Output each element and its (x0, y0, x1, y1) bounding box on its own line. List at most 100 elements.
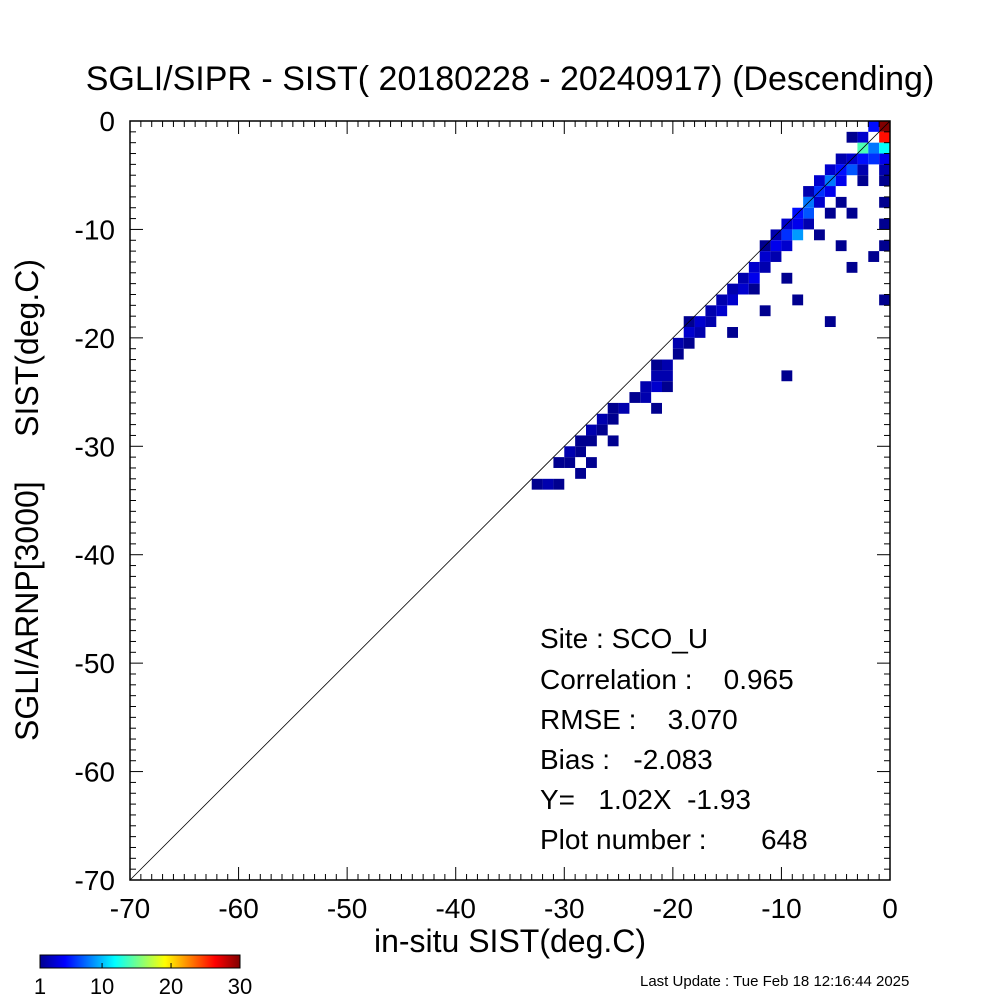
heatmap-cell (651, 359, 662, 371)
y-tick-label: 0 (99, 106, 115, 137)
heatmap-cell (879, 175, 890, 187)
heatmap-cell (814, 196, 825, 208)
heatmap-cell (705, 316, 717, 328)
heatmap-cell (879, 131, 890, 143)
heatmap-cell (564, 457, 576, 468)
heatmap-cell (683, 337, 695, 349)
x-tick-label: -60 (218, 893, 258, 924)
heatmap-cell (879, 164, 890, 176)
heatmap-cell (575, 446, 586, 458)
colorbar-labels: 1 10 20 30 (34, 974, 252, 999)
heatmap-cell (792, 294, 804, 306)
heatmap-cell (662, 359, 673, 371)
heatmap-cell (575, 435, 586, 447)
x-tick-label: -40 (435, 893, 475, 924)
heatmap-cell (738, 283, 749, 295)
heatmap-cell (607, 413, 619, 425)
x-axis-label: in-situ SIST(deg.C) (374, 923, 646, 959)
heatmap-cell (727, 294, 738, 306)
heatmap-cell (781, 240, 793, 252)
chart-title: SGLI/SIPR - SIST( 20180228 - 20240917) (… (86, 60, 935, 98)
heatmap-cell (824, 207, 836, 219)
heatmap-cell (586, 435, 597, 447)
x-tick-labels: -70 -60 -50 -40 -30 -20 -10 0 (110, 893, 898, 924)
heatmap-cell (846, 261, 858, 273)
heatmap-cell (857, 153, 869, 165)
heatmap-cell (879, 294, 890, 306)
stat-rmse: RMSE : 3.070 (540, 704, 738, 735)
y-tick-label: -60 (75, 757, 115, 788)
heatmap-cell (748, 283, 760, 295)
heatmap-cell (564, 446, 576, 458)
heatmap-cell (879, 142, 890, 154)
heatmap-cell (868, 121, 880, 132)
heatmap-cell (824, 186, 836, 197)
colorbar-tick-label: 1 (34, 974, 46, 999)
heatmap-cell (879, 218, 890, 230)
heatmap-cell (814, 229, 825, 241)
heatmap-cell (596, 424, 608, 436)
heatmap-cell (651, 381, 662, 393)
heatmap-cell (846, 207, 858, 219)
heatmap-cell (651, 370, 662, 382)
y-tick-label: -30 (75, 431, 115, 462)
y-tick-label: -70 (75, 865, 115, 896)
heatmap-cell (868, 153, 880, 165)
heatmap-cell (770, 240, 782, 252)
heatmap-cell (586, 424, 597, 436)
heatmap-cell (716, 305, 728, 317)
heatmap-cell (835, 175, 847, 187)
heatmap-cell (531, 478, 543, 490)
heatmap-cell (716, 294, 728, 306)
heatmap-cell (607, 435, 619, 447)
heatmap-cell (683, 327, 695, 338)
heatmap-cell (857, 164, 869, 176)
heatmap-cell (640, 381, 652, 393)
heatmap-cells (531, 121, 890, 490)
colorbar (39, 954, 241, 969)
stat-correlation: Correlation : 0.965 (540, 664, 794, 695)
heatmap-cell (672, 337, 684, 349)
heatmap-cell (835, 240, 847, 252)
heatmap-cell (694, 327, 706, 338)
heatmap-cell (629, 392, 641, 403)
y-tick-label: -20 (75, 323, 115, 354)
y-tick-label: -50 (75, 648, 115, 679)
y-axis-label: SGLI/ARNP[3000] SIST(deg.C) (9, 259, 45, 741)
y-tick-label: -40 (75, 540, 115, 571)
y-tick-labels: -70 -60 -50 -40 -30 -20 -10 0 (75, 106, 115, 896)
heatmap-cell (727, 327, 738, 338)
heatmap-cell (792, 218, 804, 230)
heatmap-cell (542, 478, 554, 490)
heatmap-cell (803, 207, 814, 219)
heatmap-cell (846, 131, 858, 143)
colorbar-tick-label: 10 (90, 974, 114, 999)
stat-bias: Bias : -2.083 (540, 744, 713, 775)
heatmap-cell (879, 240, 890, 252)
heatmap-cell (662, 381, 673, 393)
heatmap-cell (596, 413, 608, 425)
heatmap-cell (781, 272, 793, 284)
heatmap-cell (781, 370, 793, 382)
heatmap-cell (640, 392, 652, 403)
heatmap-cell (586, 457, 597, 468)
stat-site: Site : SCO_U (540, 623, 708, 654)
heatmap-cell (651, 402, 662, 414)
heatmap-cell (770, 251, 782, 262)
heatmap-cell (803, 218, 814, 230)
heatmap-cell (759, 251, 771, 262)
stat-plot-number: Plot number : 648 (540, 824, 808, 855)
heatmap-cell (846, 164, 858, 176)
heatmap-cell (868, 142, 880, 154)
last-update: Last Update : Tue Feb 18 12:16:44 2025 (640, 973, 909, 990)
heatmap-cell (857, 131, 869, 143)
heatmap-cell (748, 261, 760, 273)
heatmap-cell (738, 272, 749, 284)
heatmap-cell (607, 402, 619, 414)
heatmap-cell (727, 283, 738, 295)
heatmap-cell (781, 229, 793, 241)
heatmap-cell (672, 348, 684, 360)
heatmap-cell (662, 370, 673, 382)
x-tick-label: -10 (761, 893, 801, 924)
